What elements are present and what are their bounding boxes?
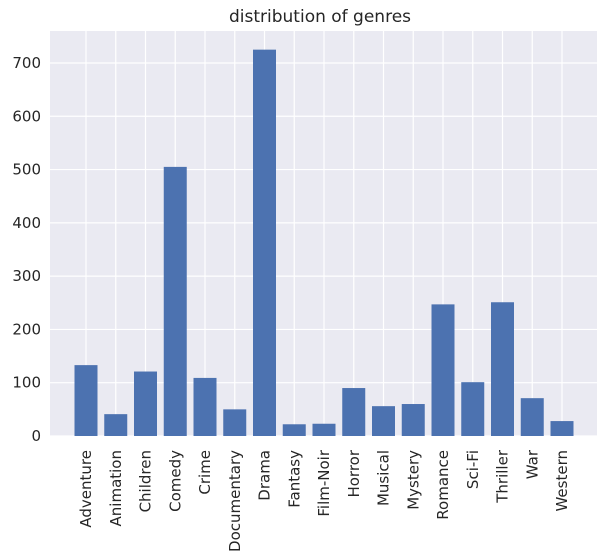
x-tick-label: Animation bbox=[107, 450, 125, 526]
x-tick-label: Comedy bbox=[166, 450, 184, 512]
chart-title: distribution of genres bbox=[229, 7, 411, 27]
y-tick-label: 200 bbox=[12, 320, 41, 338]
x-tick-label: Sci-Fi bbox=[464, 450, 482, 489]
bars bbox=[74, 49, 574, 437]
y-tick-label: 500 bbox=[12, 161, 41, 179]
bar-war bbox=[520, 398, 544, 436]
x-tick-label: Drama bbox=[256, 450, 274, 501]
y-tick-label: 700 bbox=[12, 54, 41, 72]
bar-animation bbox=[104, 414, 128, 436]
x-tick-label: Adventure bbox=[77, 450, 95, 528]
y-tick-label: 300 bbox=[12, 267, 41, 285]
bar-crime bbox=[193, 377, 217, 436]
y-tick-label: 0 bbox=[31, 427, 41, 445]
x-tick-label: Romance bbox=[434, 450, 452, 520]
bar-western bbox=[550, 421, 574, 436]
bar-drama bbox=[253, 49, 276, 437]
x-tick-label: Children bbox=[137, 450, 155, 512]
bar-film-noir bbox=[312, 423, 336, 436]
x-tick-label: Film-Noir bbox=[315, 449, 333, 516]
x-tick-label: Crime bbox=[196, 450, 214, 495]
x-tick-label: War bbox=[523, 449, 541, 479]
x-tick-label: Musical bbox=[375, 450, 393, 506]
bar-fantasy bbox=[282, 424, 306, 436]
y-tick-label: 400 bbox=[12, 214, 41, 232]
x-tick-label: Documentary bbox=[226, 450, 244, 552]
x-tick-label: Thriller bbox=[494, 449, 512, 504]
bar-mystery bbox=[401, 404, 425, 436]
x-axis-ticks: Adventure Animation Children Comedy Crime Doc… bbox=[77, 449, 571, 552]
bar-musical bbox=[372, 406, 395, 436]
x-tick-label: Horror bbox=[345, 449, 363, 497]
y-axis-ticks: 0 100 200 300 400 500 600 700 bbox=[12, 54, 41, 445]
x-tick-label: Mystery bbox=[404, 450, 422, 510]
bar-sci-fi bbox=[461, 382, 485, 436]
y-tick-label: 600 bbox=[12, 107, 41, 125]
bar-children bbox=[134, 371, 157, 436]
y-tick-label: 100 bbox=[12, 374, 41, 392]
bar-adventure bbox=[74, 365, 98, 436]
bar-comedy bbox=[163, 166, 187, 436]
x-tick-label: Fantasy bbox=[285, 450, 303, 508]
bar-thriller bbox=[491, 302, 514, 436]
x-tick-label: Western bbox=[553, 450, 571, 512]
bar-romance bbox=[431, 304, 455, 436]
bar-horror bbox=[342, 388, 366, 436]
bar-documentary bbox=[223, 409, 247, 436]
